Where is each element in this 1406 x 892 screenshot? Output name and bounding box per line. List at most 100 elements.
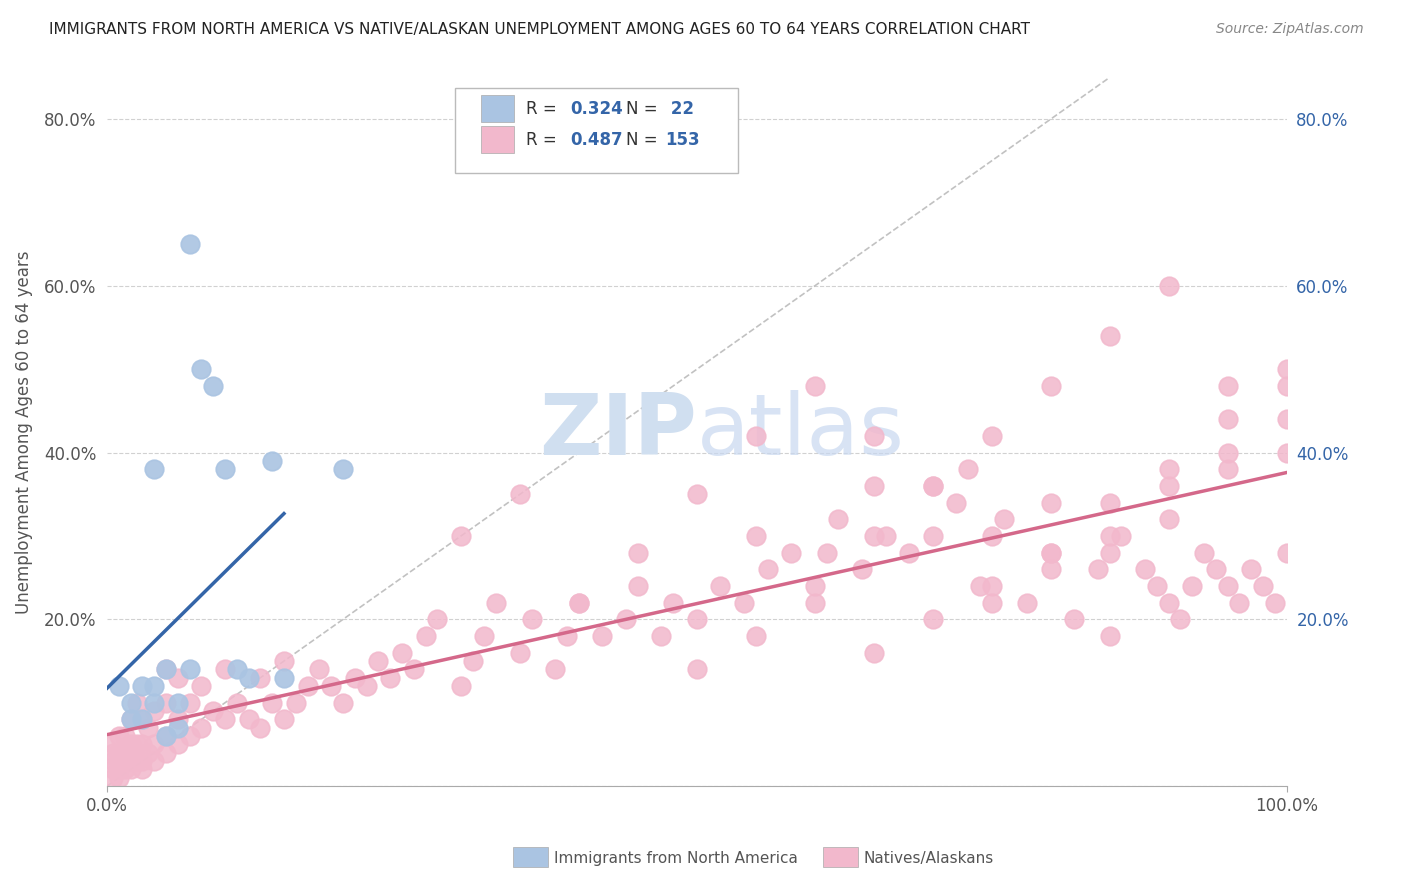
Point — [131, 713, 153, 727]
Point — [155, 746, 177, 760]
Point — [225, 696, 247, 710]
Point — [166, 696, 188, 710]
Point — [544, 662, 567, 676]
Point — [125, 738, 148, 752]
Point — [1181, 579, 1204, 593]
Point — [262, 454, 284, 468]
Point — [143, 696, 166, 710]
Point — [1039, 546, 1062, 560]
Point — [921, 479, 943, 493]
Point — [166, 738, 188, 752]
Point — [190, 362, 212, 376]
Point — [202, 704, 225, 718]
Point — [155, 662, 177, 676]
Point — [101, 738, 124, 752]
Text: N =: N = — [626, 131, 662, 149]
Point — [803, 579, 825, 593]
Point — [780, 546, 803, 560]
Text: atlas: atlas — [697, 391, 905, 474]
Point — [391, 646, 413, 660]
Point — [898, 546, 921, 560]
Point — [249, 671, 271, 685]
Bar — [481, 127, 515, 153]
Point — [225, 662, 247, 676]
Bar — [481, 95, 515, 122]
Point — [131, 738, 153, 752]
Point — [1157, 512, 1180, 526]
Point — [114, 746, 136, 760]
Point — [367, 654, 389, 668]
Point — [214, 462, 236, 476]
Point — [862, 646, 884, 660]
Point — [1098, 529, 1121, 543]
Text: 0.324: 0.324 — [571, 100, 623, 118]
Point — [108, 746, 131, 760]
Point — [143, 679, 166, 693]
Point — [332, 462, 354, 476]
Point — [273, 654, 295, 668]
Point — [101, 771, 124, 785]
Point — [143, 738, 166, 752]
Point — [108, 679, 131, 693]
Point — [1216, 412, 1239, 426]
Point — [155, 662, 177, 676]
Point — [190, 679, 212, 693]
Point — [262, 696, 284, 710]
Point — [1133, 562, 1156, 576]
Point — [1098, 496, 1121, 510]
Point — [851, 562, 873, 576]
Point — [179, 237, 201, 252]
Point — [166, 671, 188, 685]
Point — [921, 529, 943, 543]
Text: Natives/Alaskans: Natives/Alaskans — [863, 851, 994, 865]
Point — [957, 462, 980, 476]
Point — [143, 462, 166, 476]
Point — [273, 713, 295, 727]
Point — [120, 763, 142, 777]
Point — [627, 546, 650, 560]
Point — [686, 662, 709, 676]
Point — [131, 763, 153, 777]
FancyBboxPatch shape — [456, 88, 738, 173]
Point — [214, 662, 236, 676]
Point — [131, 679, 153, 693]
Point — [273, 671, 295, 685]
Point — [114, 729, 136, 743]
Point — [485, 596, 508, 610]
Point — [1098, 546, 1121, 560]
Point — [136, 721, 159, 735]
Point — [980, 596, 1002, 610]
Text: IMMIGRANTS FROM NORTH AMERICA VS NATIVE/ALASKAN UNEMPLOYMENT AMONG AGES 60 TO 64: IMMIGRANTS FROM NORTH AMERICA VS NATIVE/… — [49, 22, 1031, 37]
Point — [308, 662, 330, 676]
Point — [1039, 562, 1062, 576]
Point — [297, 679, 319, 693]
Point — [686, 487, 709, 501]
Point — [136, 746, 159, 760]
Point — [120, 738, 142, 752]
Point — [627, 579, 650, 593]
Text: R =: R = — [526, 100, 562, 118]
Point — [101, 763, 124, 777]
Point — [1157, 462, 1180, 476]
Point — [756, 562, 779, 576]
Point — [827, 512, 849, 526]
Point — [662, 596, 685, 610]
Point — [1039, 496, 1062, 510]
Point — [1098, 629, 1121, 643]
Point — [356, 679, 378, 693]
Point — [238, 713, 260, 727]
Point — [474, 629, 496, 643]
Point — [1229, 596, 1251, 610]
Point — [568, 596, 591, 610]
Point — [179, 696, 201, 710]
Point — [125, 696, 148, 710]
Point — [1240, 562, 1263, 576]
Point — [1216, 579, 1239, 593]
Point — [1017, 596, 1039, 610]
Point — [1039, 546, 1062, 560]
Point — [1157, 479, 1180, 493]
Point — [1251, 579, 1274, 593]
Point — [803, 379, 825, 393]
Point — [214, 713, 236, 727]
Point — [862, 479, 884, 493]
